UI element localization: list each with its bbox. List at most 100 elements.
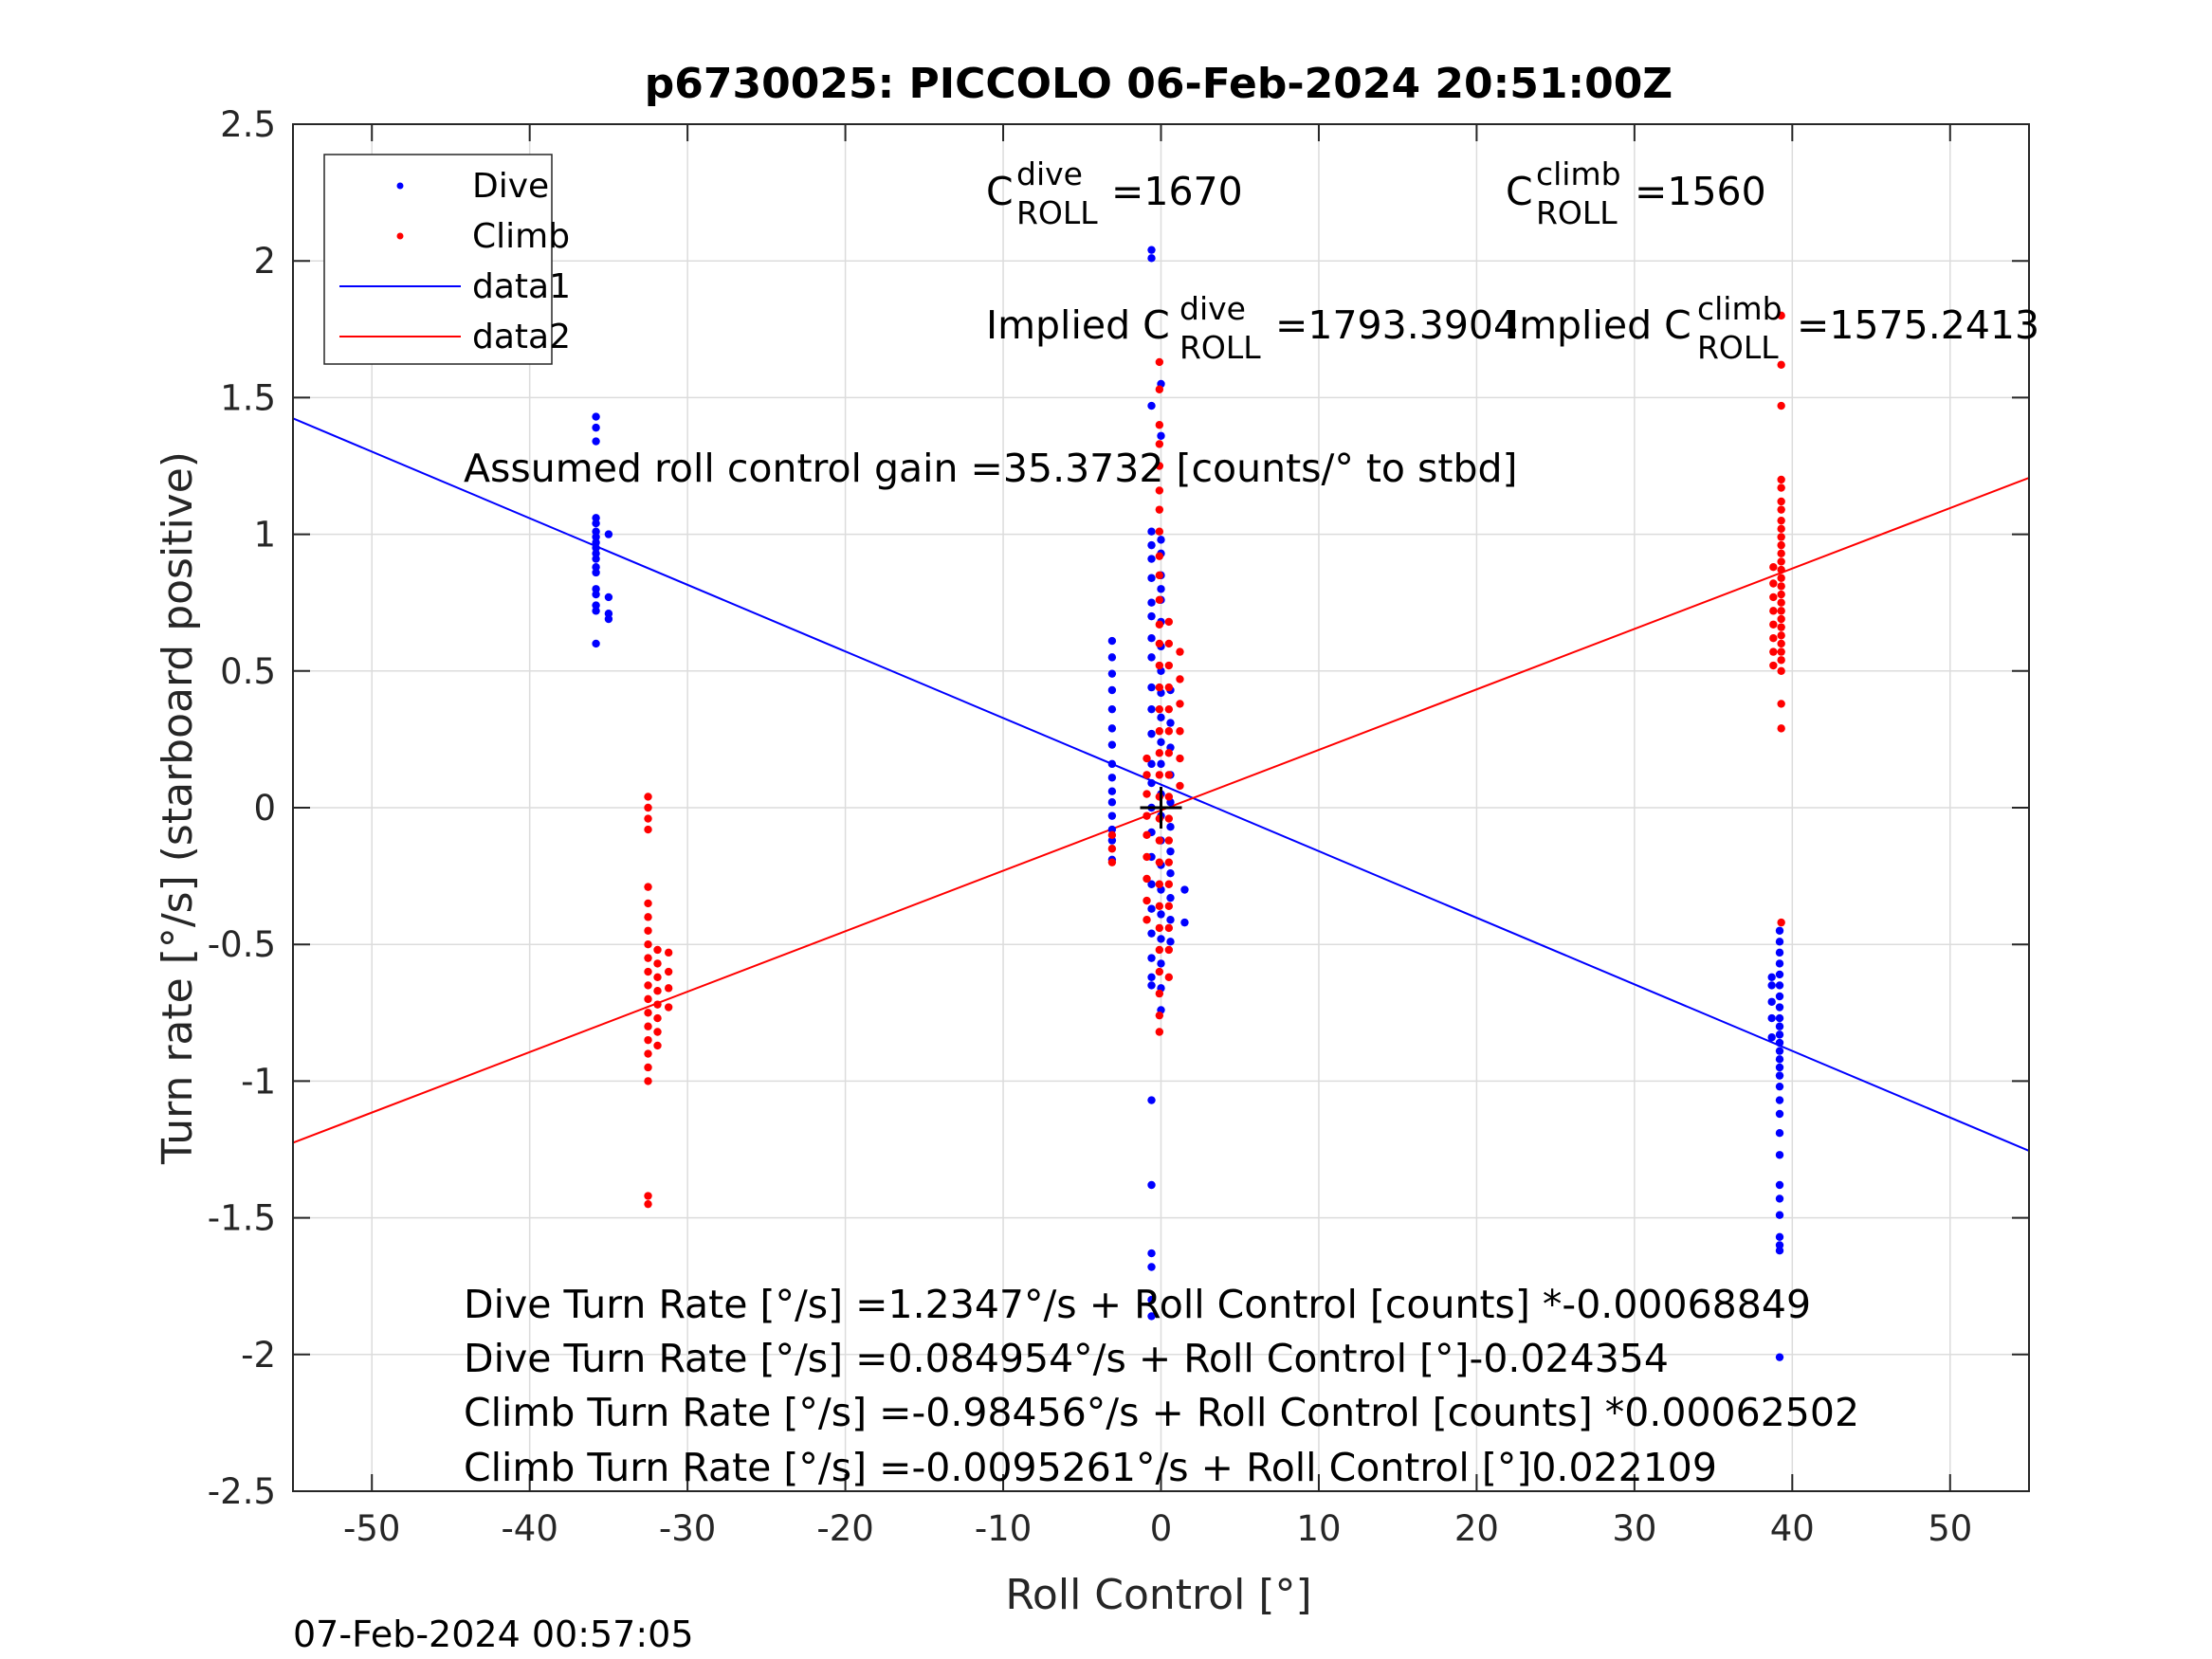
c-climb-base: C (1506, 169, 1533, 214)
dive-point (1767, 981, 1776, 990)
x-tick-label: 30 (1612, 1508, 1656, 1549)
dive-point (1775, 1055, 1784, 1064)
dive-point (1147, 1249, 1156, 1258)
climb-point (1143, 852, 1151, 862)
climb-point (1155, 683, 1164, 692)
climb-point (1155, 967, 1164, 976)
chart-title: p6730025: PICCOLO 06-Feb-2024 20:51:00Z (645, 60, 1673, 108)
climb-point (1155, 639, 1164, 648)
climb-point (644, 1063, 652, 1072)
climb-point (653, 945, 662, 955)
dive-point (1147, 246, 1156, 254)
c-dive-base: C (986, 169, 1014, 214)
climb-equation-counts: Climb Turn Rate [°/s] =-0.98456°/s + Rol… (464, 1390, 1859, 1435)
dive-point (1166, 822, 1175, 831)
climb-point (1155, 620, 1164, 629)
climb-point (1777, 533, 1785, 541)
climb-point (644, 814, 652, 823)
x-tick-label: -30 (659, 1508, 716, 1549)
climb-point (1164, 617, 1174, 627)
dive-point (1157, 738, 1165, 746)
dive-point (1147, 759, 1156, 769)
climb-point (1143, 771, 1151, 779)
dive-point (1157, 713, 1165, 722)
climb-point (1155, 836, 1164, 845)
dive-point (592, 543, 600, 553)
climb-point (1769, 607, 1778, 615)
dive-point (1775, 959, 1784, 968)
climb-point (1769, 592, 1778, 602)
dive-point (1107, 724, 1117, 733)
dive-point (1147, 611, 1156, 621)
dive-point (1147, 729, 1156, 738)
dive-point (1166, 869, 1175, 878)
dive-point (1166, 916, 1175, 924)
climb-point (1777, 647, 1785, 656)
dive-point (1775, 1096, 1784, 1104)
climb-point (1143, 916, 1151, 924)
dive-point (1107, 636, 1117, 646)
climb-point (644, 899, 652, 908)
dive-point (1147, 254, 1156, 263)
dive-point (1775, 1109, 1784, 1119)
climb-point (1777, 483, 1785, 492)
y-tick-label: -0.5 (208, 924, 276, 965)
dive-point (1775, 1211, 1784, 1219)
x-tick-label: 40 (1770, 1508, 1815, 1549)
dive-point (1775, 1013, 1784, 1023)
climb-point (1777, 623, 1785, 631)
dive-point (592, 527, 600, 536)
legend-data1-label: data1 (472, 267, 571, 306)
climb-point (1143, 896, 1151, 905)
y-tick-label: 1 (253, 515, 276, 556)
dive-point (1147, 1263, 1156, 1271)
dive-point (1147, 1312, 1156, 1321)
climb-point (1164, 836, 1174, 845)
implied-c-climb-annotation: Implied C climb ROLL =1575.2413 (1508, 290, 2039, 366)
implied-dive-superscript: dive (1179, 290, 1246, 327)
implied-climb-superscript: climb (1697, 290, 1782, 327)
dive-point (1775, 1038, 1784, 1048)
dive-point (1166, 847, 1175, 856)
climb-point (1164, 880, 1174, 888)
x-tick-labels: -50 -40 -30 -20 -10 0 10 20 30 40 50 (343, 1508, 1972, 1549)
dive-point (1147, 540, 1156, 550)
climb-point (1176, 781, 1184, 791)
implied-climb-prefix: Implied C (1508, 302, 1691, 348)
climb-point (1107, 858, 1117, 866)
climb-point (644, 1049, 652, 1058)
dive-point (1147, 1180, 1156, 1190)
climb-point (1769, 647, 1778, 656)
dive-point (592, 533, 600, 541)
dive-point (1157, 585, 1165, 593)
climb-point (1155, 440, 1164, 448)
climb-point (1164, 704, 1174, 714)
climb-point (1176, 700, 1184, 708)
dive-point (1775, 948, 1784, 957)
dive-point (1775, 938, 1784, 946)
dive-point (1147, 598, 1156, 607)
climb-point (1155, 595, 1164, 605)
implied-dive-value: =1793.3904 (1275, 302, 1518, 348)
climb-point (1155, 880, 1164, 888)
dive-point (1775, 1353, 1784, 1361)
x-tick-label: 0 (1150, 1508, 1173, 1549)
climb-point (1143, 830, 1151, 840)
climb-point (1155, 486, 1164, 495)
x-tick-label: -10 (975, 1508, 1032, 1549)
climb-point (1164, 749, 1174, 757)
dive-point (1157, 431, 1165, 440)
dive-point (592, 563, 600, 572)
legend: Dive Climb data1 data2 (323, 154, 571, 365)
legend-dive-label: Dive (472, 167, 549, 206)
dive-point (1147, 633, 1156, 643)
dive-point (1107, 653, 1117, 662)
climb-point (1777, 918, 1785, 927)
fit-line-data1 (292, 417, 2030, 1152)
climb-point (1155, 989, 1164, 998)
climb-point (1777, 598, 1785, 607)
climb-point (1769, 633, 1778, 643)
climb-point (644, 803, 652, 812)
climb-point (1164, 814, 1174, 823)
dive-point (592, 437, 600, 446)
